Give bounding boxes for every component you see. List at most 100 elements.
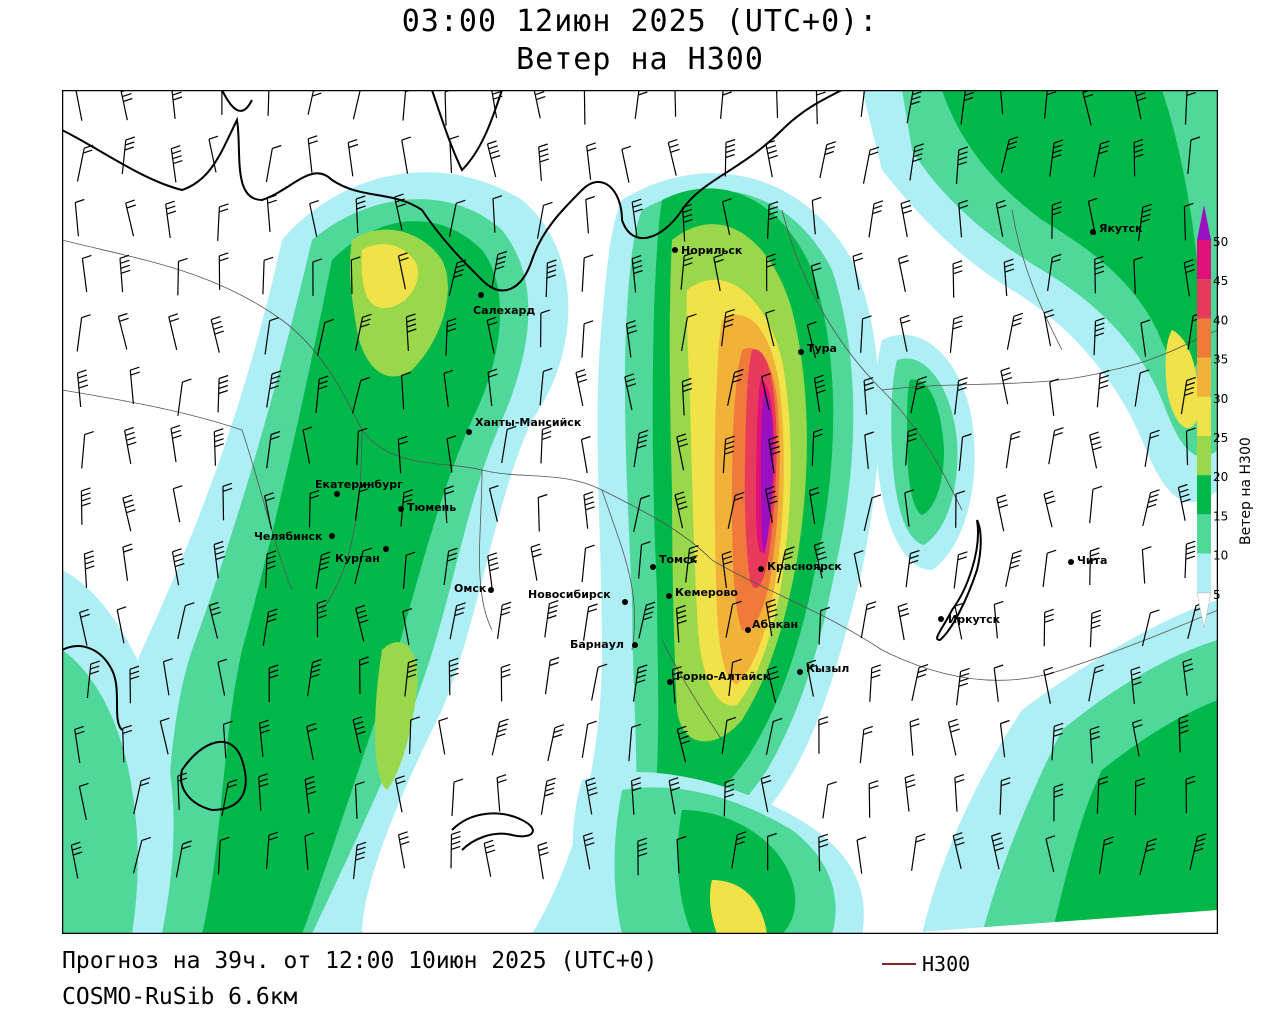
wind-barb	[631, 255, 643, 293]
wind-barb	[354, 781, 365, 819]
wind-barb	[540, 425, 552, 464]
wind-barb	[591, 663, 608, 701]
wind-barb	[676, 835, 687, 874]
wind-barb	[122, 724, 133, 763]
city-barnaul: Барнаул	[570, 638, 638, 651]
wind-barb	[638, 541, 651, 579]
wind-barb	[860, 601, 877, 639]
wind-barb	[536, 201, 553, 239]
wind-barb	[129, 665, 140, 704]
wind-barb	[1183, 259, 1195, 297]
wind-barb	[905, 428, 918, 466]
wind-barb	[1096, 776, 1109, 814]
wind-barb	[811, 428, 823, 467]
wind-barb	[304, 832, 315, 870]
colorbar-max-arrow	[1197, 205, 1211, 240]
wind-barb	[911, 833, 926, 871]
wind-barb	[721, 716, 737, 755]
wind-barb	[221, 779, 238, 817]
wind-barb	[266, 194, 277, 233]
wind-barb	[760, 775, 772, 813]
wind-barb	[721, 308, 735, 347]
forecast-info: Прогноз на 39ч. от 12:00 10июн 2025 (UTC…	[62, 948, 658, 974]
wind-barb	[1134, 369, 1150, 407]
city-markers: Салехард Норильск Тура Якутск Ханты-Манс…	[254, 222, 1143, 685]
wind-barb	[78, 782, 89, 820]
wind-barb	[487, 552, 499, 590]
wind-barb	[765, 140, 778, 178]
wind-barb	[210, 316, 224, 353]
wind-barb	[583, 491, 595, 529]
wind-barb	[993, 600, 1004, 639]
wind-barb	[1183, 202, 1194, 241]
wind-barb	[175, 840, 192, 878]
wind-barb	[401, 371, 411, 410]
city-kyzyl: Кызыл	[797, 662, 849, 675]
wind-barb	[316, 599, 327, 638]
wind-barb	[868, 780, 879, 818]
wind-barb	[449, 602, 466, 640]
wind-barb	[1142, 489, 1160, 527]
wind-barb	[446, 435, 457, 473]
wind-barb	[863, 377, 874, 415]
wind-barb	[218, 252, 229, 290]
wind-barb	[448, 199, 466, 237]
wind-barb	[1003, 258, 1015, 297]
wind-barb	[213, 540, 226, 579]
colorbar-block	[1197, 318, 1211, 358]
wind-barb	[317, 318, 335, 356]
wind-barb	[208, 135, 219, 173]
wind-barb	[394, 775, 406, 813]
wind-barb	[898, 255, 909, 293]
city-tyumen: Тюмень	[398, 501, 456, 514]
wind-barb	[1000, 136, 1019, 174]
wind-barb	[1089, 609, 1102, 648]
wind-barb	[1089, 726, 1100, 764]
wind-barb	[122, 543, 133, 581]
wind-barb	[582, 832, 595, 870]
wind-barb	[767, 666, 780, 703]
wind-barb	[265, 144, 282, 183]
wind-barb	[76, 144, 94, 182]
wind-barb	[996, 494, 1008, 532]
wind-barb	[633, 429, 649, 468]
city-label: Челябинск	[254, 530, 323, 543]
wind-barb	[544, 656, 560, 695]
wind-barb	[952, 260, 963, 298]
wind-barb	[1051, 722, 1064, 761]
wind-barb	[74, 198, 85, 237]
wind-barb	[731, 831, 747, 869]
wind-barb	[266, 370, 282, 408]
wind-barb	[818, 606, 830, 645]
wind-barb	[958, 199, 969, 238]
wind-barb	[1006, 312, 1024, 350]
wind-barb	[1185, 427, 1196, 466]
wind-barb	[674, 491, 688, 529]
wind-barb	[222, 482, 233, 521]
wind-barb	[768, 436, 781, 474]
wind-barb	[438, 717, 448, 755]
wind-barb	[74, 725, 85, 764]
wind-barb	[904, 489, 914, 527]
wind-barb	[909, 718, 920, 756]
wind-barb	[306, 723, 317, 761]
wind-barb	[1000, 367, 1013, 405]
city-label: Тюмень	[407, 501, 456, 514]
wind-barb	[307, 135, 318, 173]
wind-barb	[315, 551, 331, 589]
wind-barb	[1048, 427, 1064, 465]
wind-barb	[171, 548, 185, 586]
wind-barb	[818, 833, 829, 872]
wind-barb	[1094, 255, 1105, 294]
wind-barb	[264, 492, 275, 530]
wind-barb	[681, 313, 697, 351]
wind-barb	[955, 146, 968, 184]
wind-barb	[728, 658, 742, 697]
wind-barb	[852, 252, 864, 290]
city-yakutsk: Якутск	[1090, 222, 1143, 235]
wind-barb	[674, 90, 677, 117]
wind-barb	[906, 90, 922, 124]
wind-barb	[856, 836, 867, 874]
map-frame	[62, 90, 1218, 934]
wind-barb	[545, 259, 557, 298]
